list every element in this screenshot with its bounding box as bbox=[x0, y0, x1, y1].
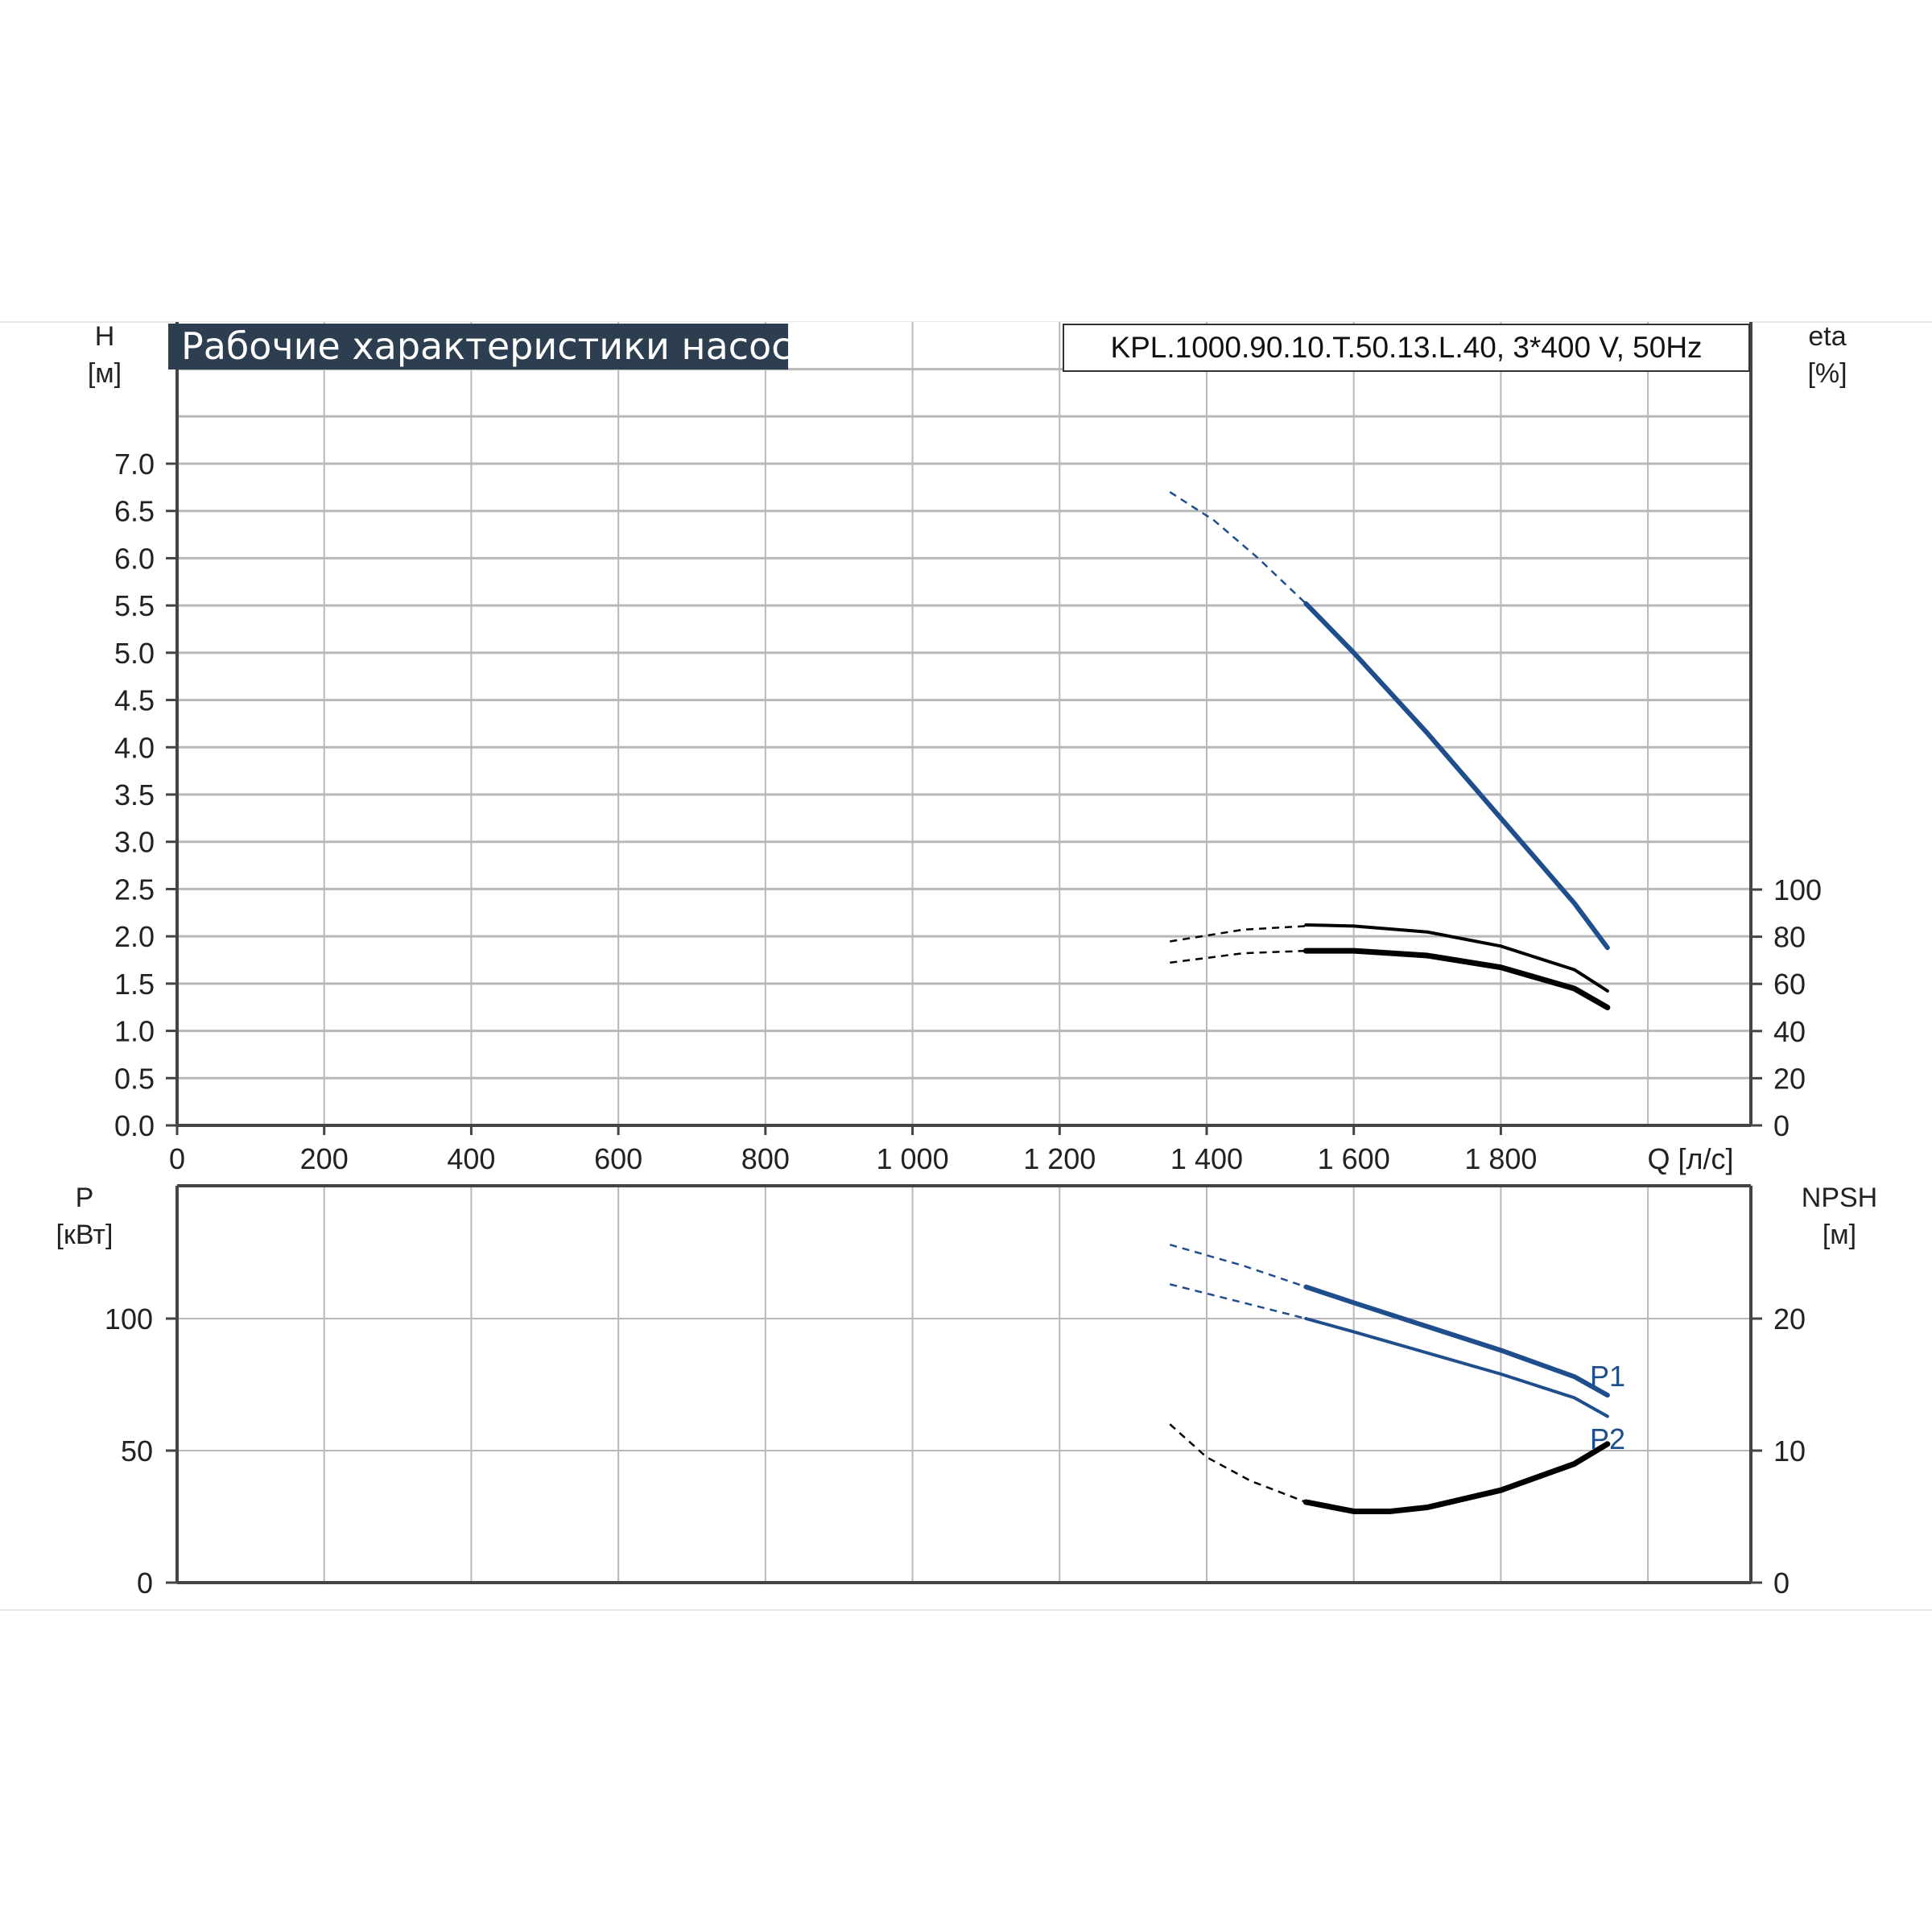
efficiency-curve-1-extrapolated bbox=[1170, 925, 1307, 943]
npsh-axis-unit: [м] bbox=[1822, 1220, 1857, 1250]
head-tick-label: 0.0 bbox=[114, 1109, 155, 1142]
head-tick-label: 5.0 bbox=[114, 637, 155, 670]
head-axis-name: H bbox=[94, 321, 115, 352]
efficiency-axis-name: eta bbox=[1808, 321, 1847, 352]
head-tick-label: 6.5 bbox=[114, 495, 155, 528]
flow-tick-label: 1 800 bbox=[1464, 1142, 1537, 1175]
p2-series-label: P2 bbox=[1590, 1422, 1625, 1455]
efficiency-tick-label: 40 bbox=[1773, 1015, 1806, 1048]
head-curve-extrapolated bbox=[1169, 491, 1307, 605]
npsh-tick-label: 10 bbox=[1773, 1435, 1806, 1468]
npsh-tick-label: 0 bbox=[1773, 1567, 1790, 1600]
efficiency-axis-label: eta [%] bbox=[1779, 318, 1876, 392]
pump-model-label: KPL.1000.90.10.T.50.13.L.40, 3*400 V, 50… bbox=[1063, 324, 1750, 372]
head-axis-label: H [м] bbox=[64, 318, 145, 392]
p1-curve-line bbox=[1303, 1284, 1610, 1398]
head-tick-label: 4.0 bbox=[114, 731, 155, 764]
bottom-plot-area bbox=[177, 1186, 1751, 1583]
efficiency-tick-label: 0 bbox=[1773, 1109, 1790, 1142]
head-tick-label: 3.5 bbox=[114, 778, 155, 811]
p1-series-label: P1 bbox=[1590, 1360, 1625, 1393]
p2-curve-line bbox=[1304, 1317, 1609, 1418]
head-tick-label: 0.5 bbox=[114, 1062, 155, 1095]
flow-tick-label: 600 bbox=[594, 1142, 642, 1175]
head-tick-label: 6.0 bbox=[114, 542, 155, 575]
flow-tick-label: 400 bbox=[447, 1142, 495, 1175]
efficiency-tick-label: 20 bbox=[1773, 1062, 1806, 1095]
head-curve-line bbox=[1303, 601, 1610, 951]
head-tick-label: 2.5 bbox=[114, 873, 155, 906]
flow-tick-label: 1 400 bbox=[1170, 1142, 1243, 1175]
p1-curve-extrapolated bbox=[1169, 1243, 1307, 1288]
power-tick-label: 100 bbox=[105, 1302, 153, 1335]
npsh-axis-label: NPSH [м] bbox=[1779, 1179, 1900, 1253]
head-tick-label: 2.0 bbox=[114, 920, 155, 953]
efficiency-axis-unit: [%] bbox=[1807, 358, 1847, 389]
power-axis-unit: [кВт] bbox=[56, 1220, 114, 1250]
efficiency-tick-label: 100 bbox=[1773, 873, 1822, 906]
flow-tick-label: 0 bbox=[169, 1142, 185, 1175]
flow-tick-label: 1 000 bbox=[877, 1142, 949, 1175]
npsh-axis-name: NPSH bbox=[1801, 1183, 1878, 1213]
power-tick-label: 50 bbox=[121, 1435, 153, 1468]
flow-tick-label: 1 600 bbox=[1318, 1142, 1390, 1175]
top-plot-area bbox=[177, 322, 1751, 1125]
npsh-curve-line bbox=[1302, 1441, 1611, 1514]
power-axis-name: P bbox=[75, 1183, 94, 1213]
flow-tick-label: 1 200 bbox=[1023, 1142, 1096, 1175]
flow-axis-label: Q [л/с] bbox=[1647, 1142, 1733, 1175]
head-axis-unit: [м] bbox=[87, 358, 122, 389]
head-tick-label: 7.0 bbox=[114, 448, 155, 481]
head-tick-label: 3.0 bbox=[114, 826, 155, 859]
efficiency-tick-label: 80 bbox=[1773, 921, 1806, 954]
head-tick-label: 4.5 bbox=[114, 684, 155, 717]
efficiency-tick-label: 60 bbox=[1773, 968, 1806, 1001]
efficiency-curve-2-line bbox=[1302, 947, 1611, 1010]
power-axis-label: P [кВт] bbox=[40, 1179, 129, 1253]
chart-title: Рабочие характеристики насоса bbox=[168, 324, 788, 369]
head-tick-label: 1.0 bbox=[114, 1015, 155, 1048]
flow-tick-label: 200 bbox=[300, 1142, 349, 1175]
npsh-tick-label: 20 bbox=[1773, 1302, 1806, 1335]
flow-tick-label: 800 bbox=[741, 1142, 790, 1175]
head-tick-label: 5.5 bbox=[114, 589, 155, 622]
p2-curve-extrapolated bbox=[1169, 1283, 1307, 1320]
power-tick-label: 0 bbox=[137, 1567, 153, 1600]
npsh-curve-extrapolated bbox=[1169, 1423, 1307, 1504]
head-tick-label: 1.5 bbox=[114, 968, 155, 1001]
efficiency-curve-1-line bbox=[1304, 923, 1609, 993]
